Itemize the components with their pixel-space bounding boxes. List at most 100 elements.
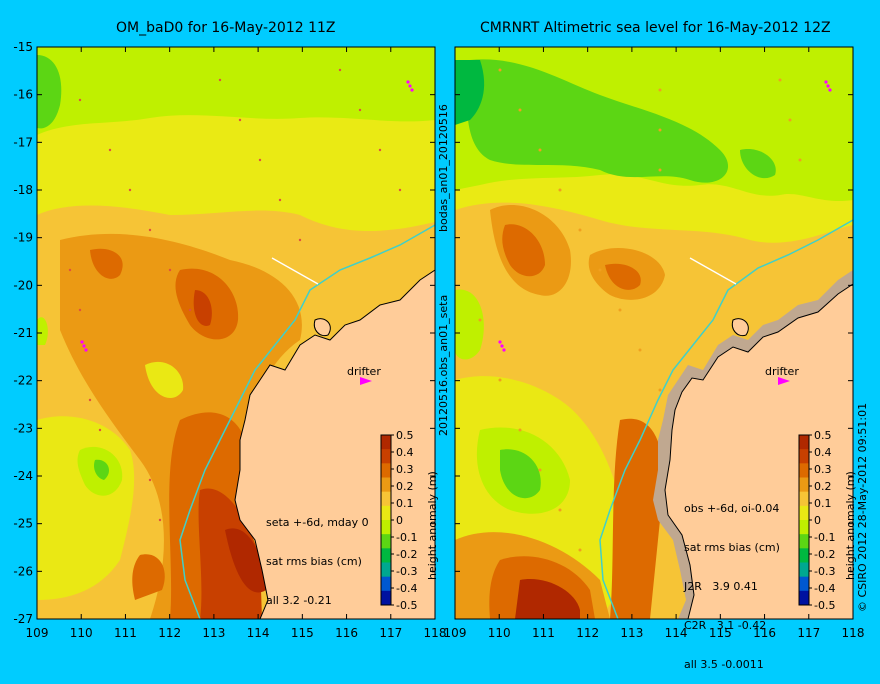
colorbar-swatch	[799, 435, 809, 450]
right-note-line: J2R 3.9 0.41	[684, 580, 758, 593]
colorbar-swatch	[799, 520, 809, 535]
x-tick-label: 110	[70, 626, 93, 640]
left-obs-markers	[68, 68, 402, 522]
colorbar-swatch	[799, 562, 809, 578]
y-tick-label: -18	[13, 183, 33, 197]
colorbar-swatch	[381, 463, 391, 478]
colorbar-swatch	[381, 562, 391, 578]
y-tick-label: -16	[13, 88, 33, 102]
left-drifter-marks	[80, 80, 414, 385]
colorbar-tick-label: -0.5	[814, 599, 835, 612]
colorbar-tick-label: 0	[814, 514, 821, 527]
y-tick-label: -21	[13, 326, 33, 340]
right-drifter-label: drifter	[765, 365, 799, 378]
colorbar-tick-label: 0.2	[396, 480, 414, 493]
colorbar-tick-label: 0.5	[814, 429, 832, 442]
y-tick-label: -17	[13, 135, 33, 149]
colorbar-swatch	[381, 520, 391, 535]
colorbar-tick-label: 0.1	[814, 497, 832, 510]
colorbar-tick-label: 0.1	[396, 497, 414, 510]
colorbar-swatch	[799, 477, 809, 493]
x-tick-label: 117	[379, 626, 402, 640]
left-panel-title: OM_baD0 for 16-May-2012 11Z	[116, 20, 336, 36]
left-colorbar-title: height anomaly (m)	[426, 471, 439, 580]
colorbar-tick-label: 0.5	[396, 429, 414, 442]
x-tick-label: 111	[114, 626, 137, 640]
y-tick-label: -25	[13, 517, 33, 531]
right-colorbar: 0.5 0.4 0.3 0.2 0.1 0 -0.1 -0.2 -0.3 -0.4 -0.5	[798, 429, 835, 612]
y-tick-label: -27	[13, 612, 33, 626]
colorbar-swatch	[799, 590, 809, 606]
y-tick-label: -22	[13, 374, 33, 388]
colorbar-tick-label: -0.1	[396, 531, 417, 544]
colorbar-swatch	[381, 491, 391, 507]
colorbar-swatch	[381, 435, 391, 450]
colorbar-swatch	[381, 477, 391, 493]
x-tick-label: 110	[488, 626, 511, 640]
left-drifter-label: drifter	[347, 365, 381, 378]
x-tick-label: 118	[842, 626, 865, 640]
colorbar-swatch	[799, 491, 809, 507]
colorbar-tick-label: -0.4	[396, 582, 417, 595]
x-tick-label: 117	[797, 626, 820, 640]
colorbar-tick-label: 0.3	[814, 463, 832, 476]
x-tick-label: 114	[665, 626, 688, 640]
y-tick-label: -24	[13, 469, 33, 483]
right-drifter-marks	[498, 80, 832, 385]
colorbar-tick-label: -0.3	[396, 565, 417, 578]
x-tick-label: 112	[158, 626, 181, 640]
colorbar-tick-label: -0.3	[814, 565, 835, 578]
right-map	[455, 47, 853, 619]
colorbar-tick-label: 0	[396, 514, 403, 527]
y-tick-label: -15	[13, 40, 33, 54]
x-tick-label: 109	[26, 626, 49, 640]
right-note-line: sat rms bias (cm)	[684, 541, 780, 554]
colorbar-swatch	[799, 463, 809, 478]
colorbar-tick-label: -0.4	[814, 582, 835, 595]
left-note-line: all 3.2 -0.21	[266, 594, 332, 607]
y-tick-label: -23	[13, 421, 33, 435]
map-figure: 109 110 111 112 113 114 115 116 117 118 -15 -16 -17 -…	[13, 40, 865, 640]
colorbar-swatch	[381, 590, 391, 606]
colorbar-tick-label: -0.2	[814, 548, 835, 561]
colorbar-swatch	[381, 548, 391, 563]
colorbar-tick-label: -0.1	[814, 531, 835, 544]
right-stats-note: obs +-6d, oi-0.04 sat rms bias (cm) J2R …	[684, 476, 780, 684]
colorbar-tick-label: -0.2	[396, 548, 417, 561]
colorbar-swatch	[799, 576, 809, 592]
x-tick-label: 118	[424, 626, 447, 640]
colorbar-swatch	[799, 505, 809, 521]
right-panel-title: CMRNRT Altimetric sea level for 16-May-2…	[480, 20, 831, 36]
x-tick-label: 116	[335, 626, 358, 640]
right-note-line: obs +-6d, oi-0.04	[684, 502, 780, 515]
right-note-line: C2R 3.1 -0.42	[684, 619, 767, 632]
colorbar-tick-label: 0.3	[396, 463, 414, 476]
colorbar-swatch	[799, 449, 809, 464]
colorbar-swatch	[799, 548, 809, 563]
y-tick-label: -19	[13, 231, 33, 245]
middle-bottom-label: 20120516.obs_an01_seta	[437, 294, 450, 436]
x-tick-label: 112	[576, 626, 599, 640]
colorbar-tick-label: 0.4	[396, 446, 414, 459]
colorbar-tick-label: -0.5	[396, 599, 417, 612]
y-tick-label: -20	[13, 278, 33, 292]
left-colorbar: 0.5 0.4 0.3 0.2 0.1 0 -0.1 -0.2 -0.3 -0.4 -0.5	[380, 429, 417, 612]
colorbar-swatch	[381, 534, 391, 549]
left-stats-note: seta +-6d, mday 0 sat rms bias (cm) all …	[266, 490, 369, 620]
left-note-line: sat rms bias (cm)	[266, 555, 362, 568]
x-tick-label: 115	[709, 626, 732, 640]
x-tick-label: 113	[620, 626, 643, 640]
y-tick-label: -26	[13, 564, 33, 578]
colorbar-swatch	[799, 534, 809, 549]
copyright-label: © CSIRO 2012 28-May-2012 09:51:01	[856, 402, 869, 612]
x-tick-label: 114	[247, 626, 270, 640]
x-tick-label: 116	[753, 626, 776, 640]
x-tick-label: 113	[202, 626, 225, 640]
x-tick-label: 111	[532, 626, 555, 640]
x-tick-label: 109	[444, 626, 467, 640]
left-map	[37, 47, 435, 619]
colorbar-tick-label: 0.4	[814, 446, 832, 459]
right-obs-markers	[478, 68, 802, 552]
left-note-line: seta +-6d, mday 0	[266, 516, 369, 529]
colorbar-swatch	[381, 576, 391, 592]
